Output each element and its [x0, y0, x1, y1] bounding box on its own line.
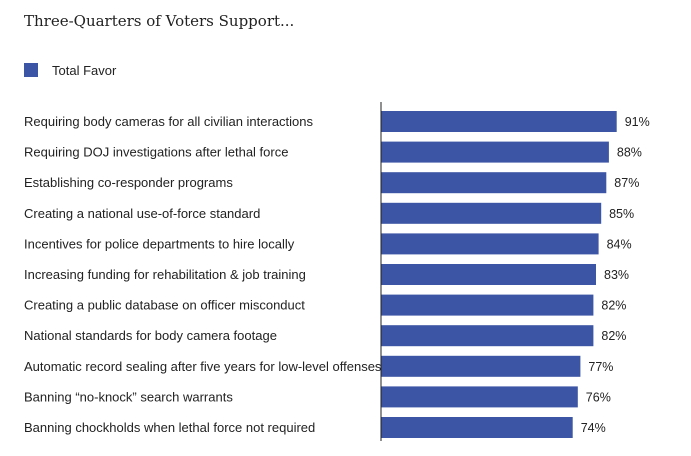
- data-label: 87%: [614, 176, 639, 190]
- category-label: Requiring DOJ investigations after letha…: [24, 145, 288, 160]
- category-label: National standards for body camera foota…: [24, 328, 277, 343]
- data-label: 82%: [601, 299, 626, 313]
- bar: [381, 355, 581, 377]
- category-label: Establishing co-responder programs: [24, 175, 233, 190]
- category-label: Creating a national use-of-force standar…: [24, 206, 260, 221]
- category-label: Increasing funding for rehabilitation & …: [24, 267, 306, 282]
- data-label: 77%: [588, 360, 613, 374]
- bar: [381, 141, 609, 163]
- data-label: 76%: [586, 390, 611, 404]
- bar: [381, 417, 573, 438]
- data-label: 83%: [604, 268, 629, 282]
- bar: [381, 294, 594, 316]
- legend-label: Total Favor: [52, 62, 117, 78]
- category-label: Creating a public database on officer mi…: [24, 298, 305, 313]
- category-label: Automatic record sealing after five year…: [24, 359, 382, 374]
- category-label: Requiring body cameras for all civilian …: [24, 114, 314, 129]
- bar: [381, 325, 594, 347]
- bar: [381, 111, 617, 132]
- data-label: 88%: [617, 146, 642, 160]
- data-label: 74%: [581, 421, 606, 435]
- category-label: Incentives for police departments to hir…: [24, 236, 295, 251]
- bar: [381, 264, 596, 285]
- legend-swatch: [24, 63, 38, 77]
- data-label: 91%: [625, 115, 650, 129]
- data-label: 84%: [607, 237, 632, 251]
- bar: [381, 202, 602, 224]
- bar: [381, 172, 607, 194]
- legend: Total Favor: [24, 62, 116, 78]
- category-label: Banning “no-knock” search warrants: [24, 389, 233, 404]
- category-label: Banning chockholds when lethal force not…: [24, 420, 315, 435]
- chart-title: Three-Quarters of Voters Support...: [24, 12, 295, 30]
- bar: [381, 386, 578, 408]
- data-label: 82%: [601, 329, 626, 343]
- bar: [381, 233, 599, 255]
- data-label: 85%: [609, 207, 634, 221]
